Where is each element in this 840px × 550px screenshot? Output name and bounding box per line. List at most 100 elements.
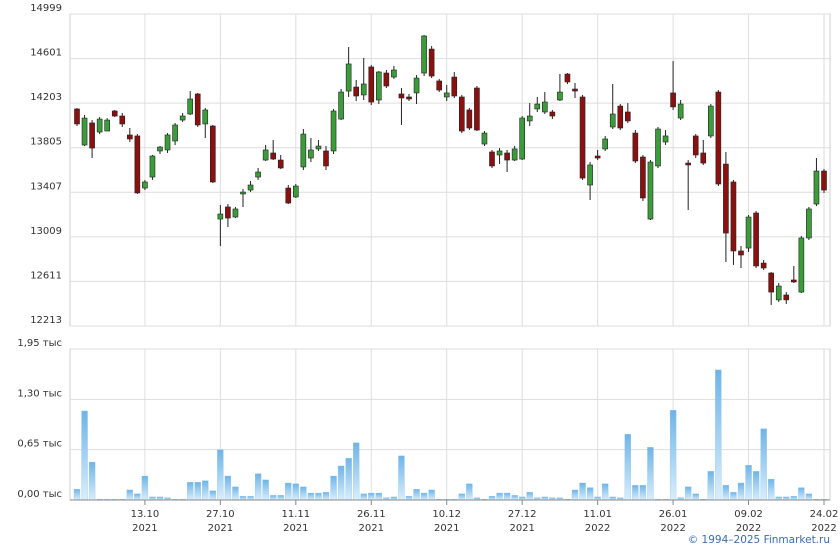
- bar: [715, 369, 722, 501]
- candle-body: [360, 83, 367, 96]
- candle-body: [179, 115, 186, 121]
- candle-body: [723, 163, 729, 234]
- bar: [398, 455, 405, 501]
- bar: [360, 493, 367, 501]
- candle-body: [428, 48, 435, 77]
- x-tick-label: 11.11 2021: [281, 509, 310, 534]
- candle-body: [564, 73, 571, 83]
- candle-body: [557, 91, 563, 101]
- candle-body: [617, 105, 624, 129]
- candle-body: [142, 181, 148, 189]
- bar: [496, 492, 503, 501]
- candle-body: [451, 76, 458, 97]
- candle-body: [775, 285, 782, 301]
- bar: [428, 489, 435, 501]
- candle-body: [632, 132, 639, 162]
- candle-body: [127, 134, 133, 140]
- bar: [669, 410, 677, 501]
- bar: [88, 461, 96, 501]
- candle-body: [466, 109, 473, 129]
- candle-body: [489, 151, 495, 167]
- candle-body: [791, 279, 797, 283]
- candle-body: [647, 161, 654, 220]
- candle-body: [496, 150, 503, 156]
- candle-body: [783, 294, 790, 301]
- bar: [307, 492, 315, 501]
- x-tick-label: 27.12 2021: [508, 509, 537, 534]
- bar: [760, 428, 767, 501]
- bar: [232, 486, 239, 501]
- candle-body: [315, 145, 322, 150]
- candle-body: [677, 103, 684, 119]
- candle-body: [474, 87, 480, 131]
- candle-body: [640, 156, 646, 199]
- bar: [134, 493, 141, 501]
- bar: [202, 480, 209, 501]
- candle-body: [225, 206, 231, 219]
- candle-body: [134, 135, 141, 194]
- candle-body: [421, 35, 427, 74]
- bar: [624, 434, 631, 501]
- bar: [768, 478, 775, 501]
- candle-body: [111, 110, 118, 117]
- bar: [602, 483, 609, 501]
- candle-body: [406, 96, 412, 100]
- bar: [262, 479, 269, 501]
- candle-body: [217, 213, 224, 220]
- candle-body: [81, 117, 88, 146]
- bar: [300, 486, 307, 501]
- candle-body: [587, 164, 593, 186]
- bar: [730, 492, 737, 501]
- candle-body: [708, 105, 714, 137]
- candle-body: [481, 132, 488, 145]
- bar: [503, 492, 511, 501]
- bar: [458, 493, 465, 501]
- candle-body: [813, 170, 820, 205]
- y-tick-label: 14203: [30, 92, 62, 103]
- candle-body: [119, 115, 126, 125]
- bar: [375, 492, 382, 501]
- bar: [737, 482, 745, 501]
- y-tick-label: 13407: [30, 181, 62, 192]
- candle-body: [685, 162, 691, 166]
- candle-body: [323, 150, 329, 167]
- bar: [330, 475, 337, 501]
- y-tick-label: 12213: [30, 315, 62, 326]
- bar: [254, 473, 262, 501]
- candle-body: [398, 93, 405, 99]
- bar: [292, 483, 299, 501]
- bar: [571, 489, 579, 501]
- candle-body: [338, 91, 344, 120]
- candle-body: [413, 77, 420, 94]
- candle-body: [368, 66, 375, 103]
- candle-body: [285, 187, 292, 204]
- candle-body: [745, 216, 752, 249]
- candle-body: [655, 128, 661, 167]
- candle-body: [692, 135, 699, 156]
- bar: [488, 495, 496, 501]
- candle-body: [262, 149, 269, 161]
- candle-body: [662, 135, 669, 143]
- candle-body: [308, 149, 314, 159]
- candle-body: [300, 133, 307, 168]
- bar: [745, 465, 752, 501]
- candle-body: [511, 148, 518, 161]
- candle-body: [519, 117, 525, 160]
- y-tick-label: 1,95 тыс: [17, 338, 62, 349]
- candle-body: [293, 185, 299, 198]
- bar: [81, 410, 88, 501]
- y-tick-label: 12611: [30, 270, 62, 281]
- candle-body: [602, 138, 608, 150]
- bar: [73, 489, 81, 501]
- candle-body: [526, 115, 533, 122]
- bar: [322, 492, 330, 501]
- y-tick-label: 0,00 тыс: [17, 489, 62, 500]
- bar: [141, 475, 149, 501]
- bar: [586, 487, 594, 501]
- bar: [247, 495, 254, 501]
- candle-body: [232, 208, 239, 218]
- x-tick-label: 24.02 2022: [810, 509, 839, 534]
- y-tick-label: 0,65 тыс: [17, 439, 62, 450]
- bar: [368, 492, 375, 501]
